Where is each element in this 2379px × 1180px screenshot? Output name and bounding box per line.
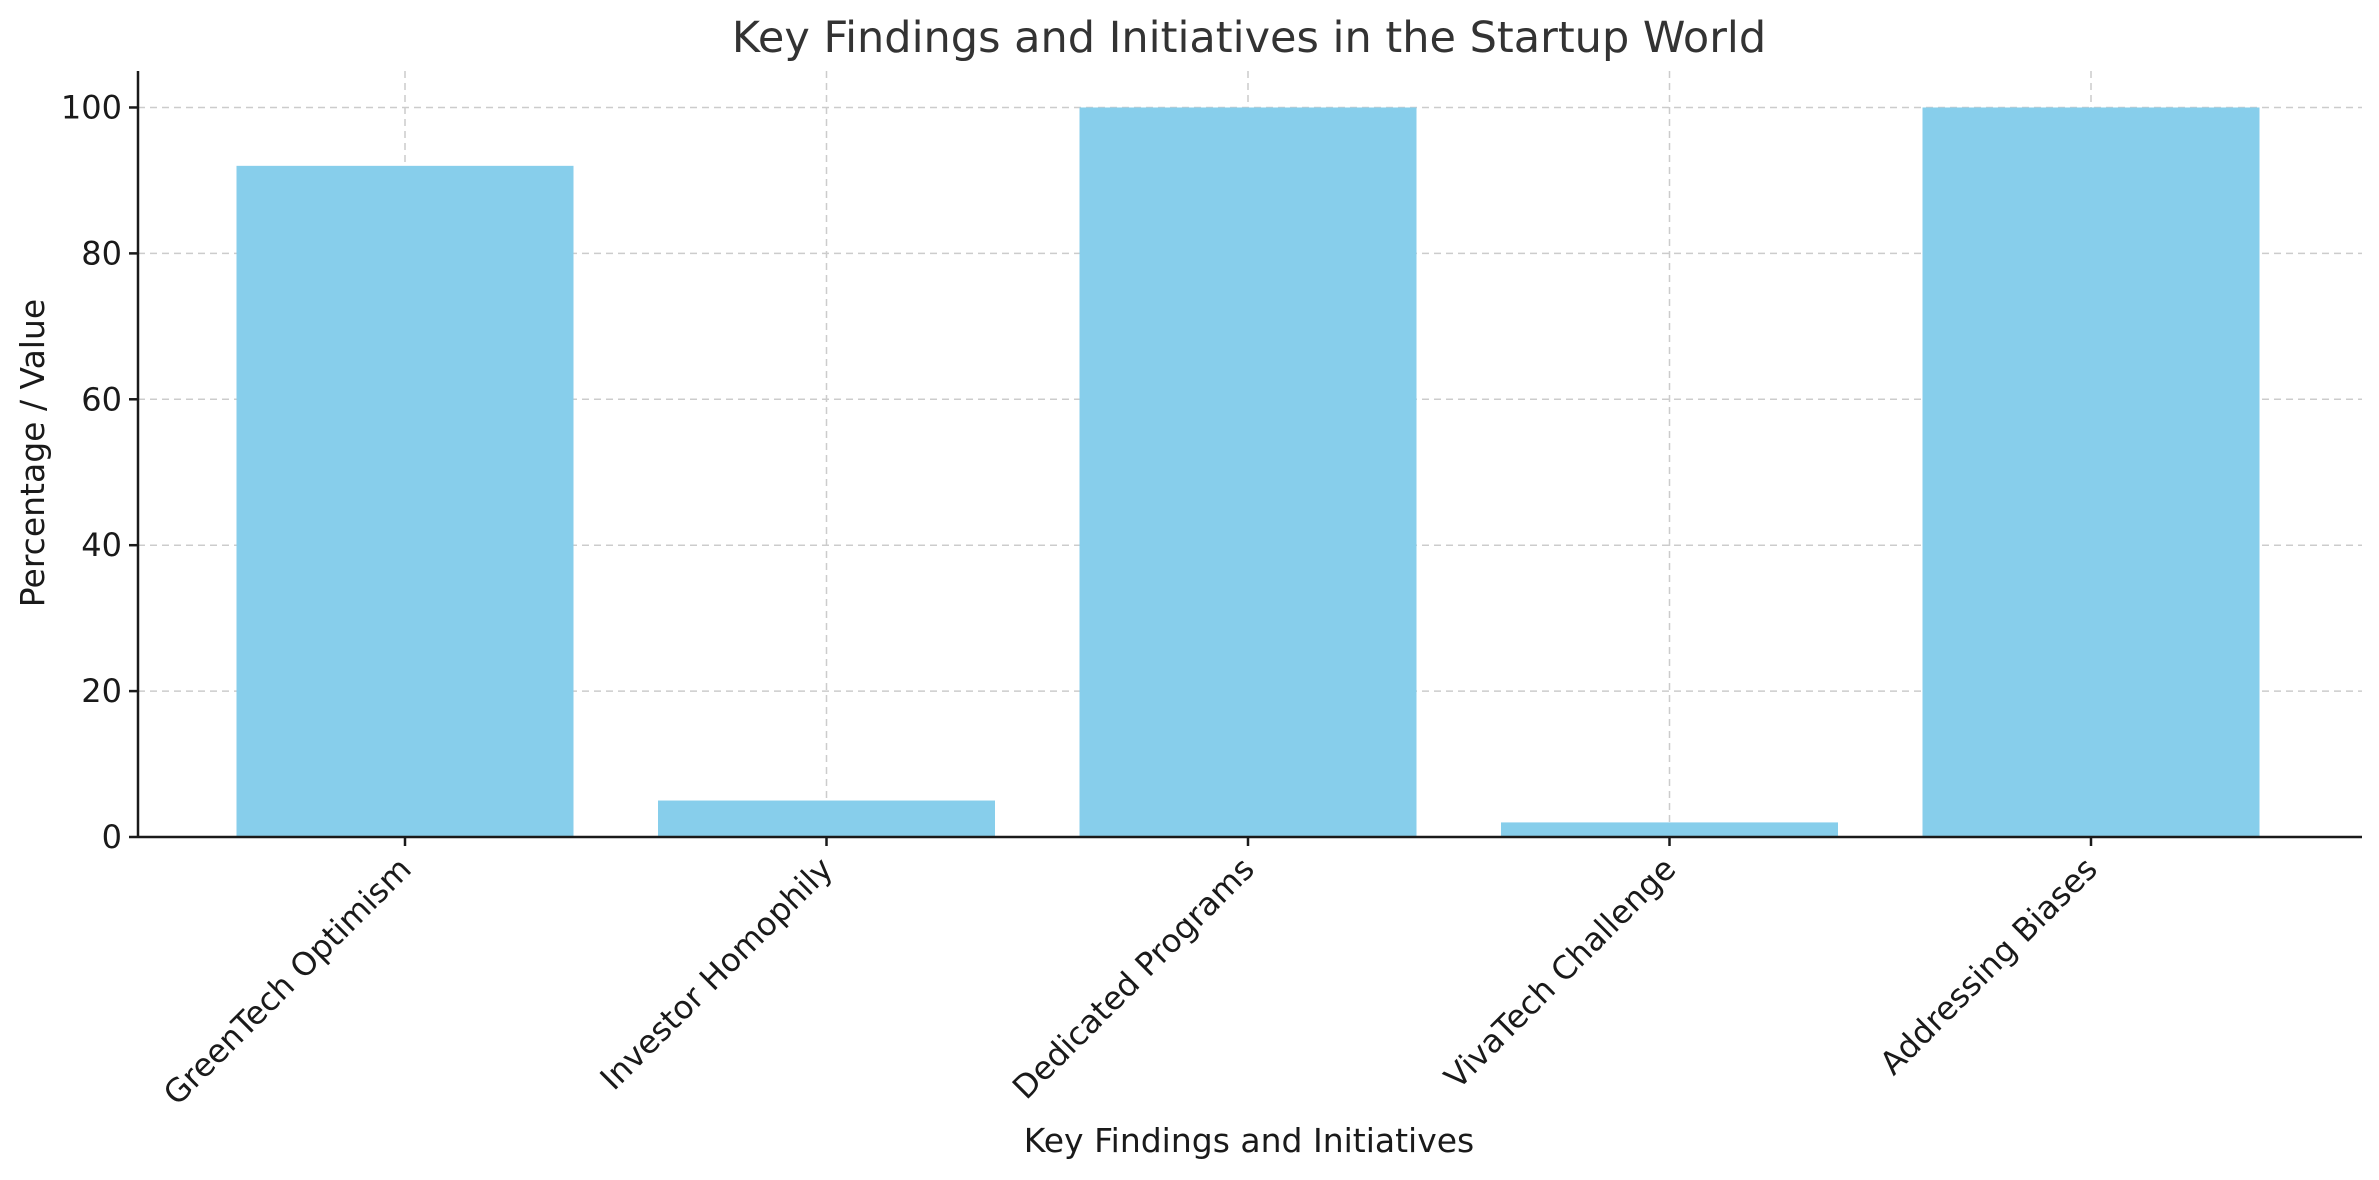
y-tick-label: 100 (61, 88, 122, 126)
x-tick-label: Investor Homophily (593, 850, 841, 1098)
axes (129, 71, 2362, 846)
x-axis-label: Key Findings and Initiatives (1024, 1121, 1475, 1160)
bar (1501, 822, 1838, 837)
x-tick-label: VivaTech Challenge (1437, 850, 1683, 1096)
chart-title: Key Findings and Initiatives in the Star… (732, 13, 1766, 63)
x-tick-label: GreenTech Optimism (156, 850, 419, 1113)
y-tick-label: 40 (81, 526, 122, 564)
bar (1922, 107, 2260, 837)
y-tick-label: 20 (81, 672, 122, 710)
x-tick-label: Dedicated Programs (1005, 850, 1262, 1107)
bar (1079, 107, 1417, 837)
y-tick-label: 0 (102, 818, 122, 856)
bar (236, 165, 574, 838)
y-tick-label: 80 (81, 234, 122, 272)
y-tick-label: 60 (81, 380, 122, 418)
bars (236, 107, 2260, 838)
bar (658, 800, 995, 837)
y-axis-label: Percentage / Value (13, 299, 52, 607)
x-tick-label: Addressing Biases (1872, 850, 2104, 1082)
